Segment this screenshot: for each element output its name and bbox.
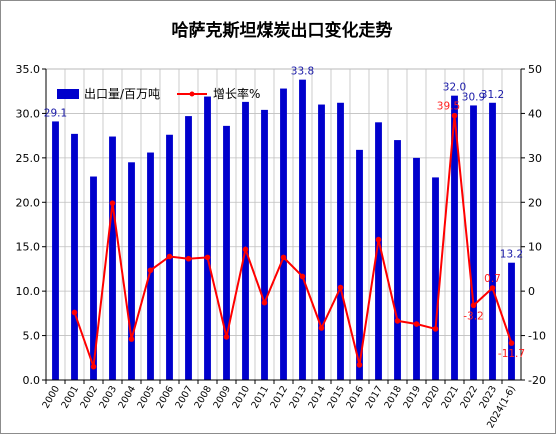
left-tick-label-5: 25.0 xyxy=(16,152,41,165)
right-tick-label-0: -20 xyxy=(528,374,546,387)
growth-value-label-2024(1-6): -11.7 xyxy=(498,348,525,360)
bar-2016 xyxy=(356,149,363,380)
growth-point-2003 xyxy=(109,200,116,206)
growth-point-2019 xyxy=(413,321,420,327)
bar-value-label-2023: 31.2 xyxy=(481,89,504,101)
growth-point-2023 xyxy=(489,285,496,291)
bar-2017 xyxy=(375,122,382,381)
bar-2020 xyxy=(432,177,439,380)
chart-title: 哈萨克斯坦煤炭出口变化走势 xyxy=(172,20,393,41)
right-tick-label-4: 20 xyxy=(528,196,542,209)
right-tick-label-2: 0 xyxy=(528,285,535,298)
growth-point-2018 xyxy=(394,318,401,324)
bar-2008 xyxy=(204,96,211,380)
legend: 出口量/百万吨 增长率% xyxy=(57,86,260,101)
growth-point-2021 xyxy=(451,112,458,119)
right-tick-label-6: 40 xyxy=(528,107,542,120)
bar-2011 xyxy=(261,109,268,381)
growth-value-label-2021: 39.5 xyxy=(437,101,460,113)
growth-point-2004 xyxy=(128,336,135,342)
legend-swatch-exports xyxy=(57,89,79,99)
bar-2003 xyxy=(109,136,116,380)
growth-value-label-2022: -3.2 xyxy=(463,310,484,322)
growth-point-2014 xyxy=(318,325,325,331)
bar-2013 xyxy=(299,79,306,381)
growth-point-2012 xyxy=(280,254,287,261)
bar-2005 xyxy=(147,152,154,380)
left-tick-label-4: 20.0 xyxy=(16,196,41,209)
bar-2010 xyxy=(242,101,249,381)
bar-2000 xyxy=(52,121,59,380)
growth-point-2024(1-6) xyxy=(508,340,515,346)
bar-2007 xyxy=(185,116,192,380)
bar-value-label-2021: 32.0 xyxy=(443,82,466,94)
growth-point-2016 xyxy=(356,362,363,368)
left-tick-label-7: 35.0 xyxy=(16,63,41,76)
right-tick-label-7: 50 xyxy=(528,63,542,76)
bar-2014 xyxy=(318,104,325,381)
right-tick-label-5: 30 xyxy=(528,152,542,165)
legend-marker-growth xyxy=(189,91,195,97)
bar-2023 xyxy=(489,102,496,380)
growth-point-2007 xyxy=(185,255,192,262)
left-tick-label-1: 5.0 xyxy=(23,330,41,343)
growth-point-2015 xyxy=(337,284,344,291)
bar-2022 xyxy=(470,105,477,380)
left-tick-label-2: 10.0 xyxy=(16,285,41,298)
growth-point-2022 xyxy=(470,302,477,309)
bar-2012 xyxy=(280,88,287,380)
bar-value-label-2013: 33.8 xyxy=(291,66,314,78)
bar-2002 xyxy=(90,176,97,380)
growth-point-2020 xyxy=(432,326,439,332)
bar-2009 xyxy=(223,125,230,381)
right-tick-label-3: 10 xyxy=(528,241,542,254)
bar-value-label-2022: 30.9 xyxy=(462,91,485,103)
bar-2015 xyxy=(337,102,344,380)
bar-2021 xyxy=(451,95,458,381)
left-tick-label-0: 0.0 xyxy=(23,374,41,387)
bar-2001 xyxy=(71,133,78,380)
growth-point-2002 xyxy=(90,363,97,370)
growth-point-2008 xyxy=(204,254,211,261)
growth-point-2017 xyxy=(375,236,382,243)
growth-point-2009 xyxy=(223,334,230,340)
growth-point-2010 xyxy=(242,246,249,253)
growth-point-2005 xyxy=(147,267,154,274)
growth-point-2011 xyxy=(261,299,268,306)
growth-value-label-2023: 0.7 xyxy=(484,273,501,285)
labels-layer: 29.1 33.8 32.030.931.2 13.2 39.5 -3.2 0.7 -11.7 xyxy=(44,66,525,360)
left-tick-label-3: 15.0 xyxy=(16,241,41,254)
right-tick-label-1: -10 xyxy=(528,330,546,343)
growth-point-2013 xyxy=(299,273,306,280)
bars-layer xyxy=(52,79,515,381)
left-tick-label-6: 30.0 xyxy=(16,107,41,120)
bar-2024(1-6) xyxy=(508,262,515,380)
legend-label-growth: 增长率% xyxy=(213,86,260,101)
growth-line xyxy=(73,115,513,368)
legend-label-exports: 出口量/百万吨 xyxy=(84,87,160,101)
bar-value-label-2000: 29.1 xyxy=(44,107,67,119)
bar-value-label-2024(1-6): 13.2 xyxy=(500,249,523,261)
growth-point-2006 xyxy=(166,253,173,260)
bar-2004 xyxy=(128,162,135,380)
bar-2018 xyxy=(394,140,401,380)
growth-point-2001 xyxy=(71,309,78,316)
bar-2019 xyxy=(413,157,420,380)
line-layer xyxy=(71,112,515,370)
